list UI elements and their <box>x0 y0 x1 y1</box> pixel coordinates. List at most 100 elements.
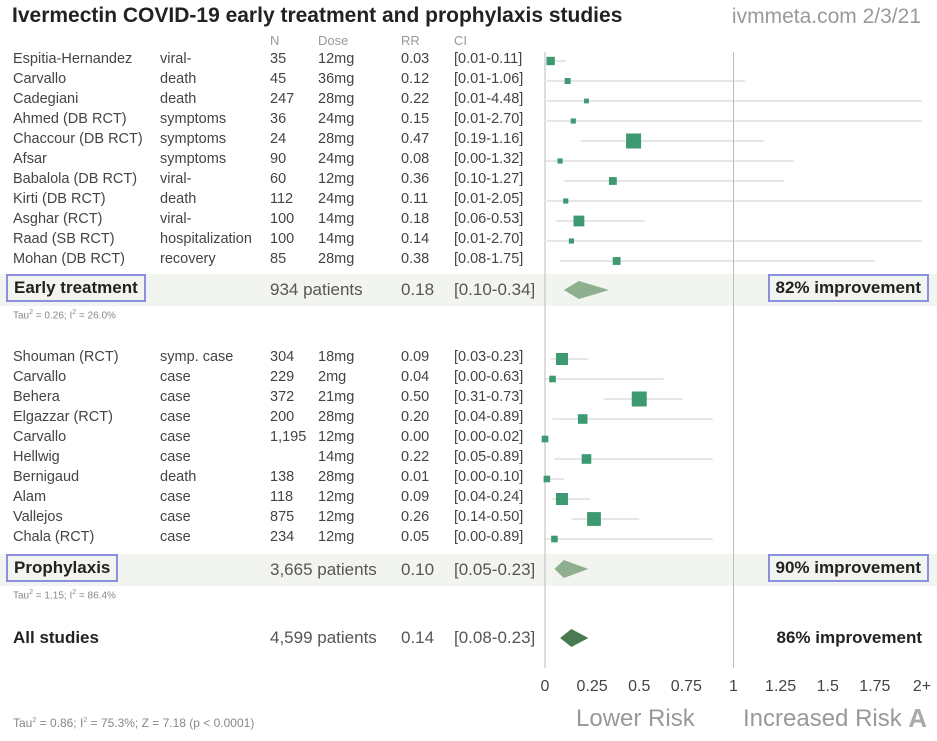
study-name: Hellwig <box>13 449 60 465</box>
study-name: Shouman (RCT) <box>13 349 119 365</box>
study-row: Kirti (DB RCT) death 112 24mg 0.11 [0.01-2.05… <box>0 191 545 211</box>
study-dose: 2mg <box>318 369 347 385</box>
study-dose: 36mg <box>318 71 355 87</box>
study-n: 200 <box>270 409 295 425</box>
study-n: 100 <box>270 211 295 227</box>
study-rr: 0.05 <box>401 529 430 545</box>
effect-marker <box>626 133 642 149</box>
study-name: Chala (RCT) <box>13 529 95 545</box>
all-improvement: 86% improvement <box>776 628 923 647</box>
study-row: Vallejos case 875 12mg 0.26 [0.14-0.50] <box>0 509 545 529</box>
all-studies-label: All studies <box>13 628 99 647</box>
effect-marker <box>577 414 588 424</box>
study-dose: 28mg <box>318 91 355 107</box>
study-name: Chaccour (DB RCT) <box>13 131 143 147</box>
early-improvement: 82% improvement <box>767 274 929 302</box>
study-ci: [0.04-0.89] <box>454 409 524 425</box>
study-rr: 0.14 <box>401 231 430 247</box>
effect-marker <box>573 215 585 227</box>
study-ci: [0.01-4.48] <box>454 91 524 107</box>
study-outcome: death <box>160 91 197 107</box>
study-n: 35 <box>270 51 287 67</box>
study-ci: [0.19-1.16] <box>454 131 524 147</box>
x-tick-label: 0 <box>541 678 550 695</box>
col-header-n: N <box>270 33 280 48</box>
all-diamond <box>560 629 589 647</box>
study-outcome: case <box>160 449 191 465</box>
study-outcome: viral- <box>160 51 192 67</box>
study-row: Behera case 372 21mg 0.50 [0.31-0.73] <box>0 389 545 409</box>
study-outcome: symptoms <box>160 151 227 167</box>
prophylaxis-tau: Tau2 = 1.15; I2 = 86.4% <box>13 589 116 602</box>
effect-marker <box>568 238 574 244</box>
study-dose: 28mg <box>318 409 355 425</box>
early-patients: 934 patients <box>270 280 363 299</box>
study-ci: [0.01-2.70] <box>454 111 524 127</box>
col-header-dose: Dose <box>318 33 349 48</box>
study-ci: [0.01-0.11] <box>454 51 523 67</box>
study-row: Alam case 118 12mg 0.09 [0.04-0.24] <box>0 489 545 509</box>
effect-marker <box>549 375 556 383</box>
study-row: Carvallo death 45 36mg 0.12 [0.01-1.06] <box>0 71 545 91</box>
study-n: 24 <box>270 131 287 147</box>
study-rr: 0.12 <box>401 71 430 87</box>
study-outcome: symp. case <box>160 349 234 365</box>
study-row: Afsar symptoms 90 24mg 0.08 [0.00-1.32] <box>0 151 545 171</box>
study-ci: [0.31-0.73] <box>454 389 524 405</box>
x-tick-label: 1.5 <box>817 678 839 695</box>
study-dose: 28mg <box>318 469 355 485</box>
study-n: 234 <box>270 529 295 545</box>
study-rr: 0.20 <box>401 409 430 425</box>
study-outcome: case <box>160 389 191 405</box>
effect-marker <box>551 535 558 543</box>
study-outcome: case <box>160 489 191 505</box>
study-ci: [0.01-1.06] <box>454 71 524 87</box>
study-outcome: case <box>160 529 191 545</box>
effect-marker <box>581 454 592 464</box>
study-rr: 0.00 <box>401 429 430 445</box>
study-dose: 28mg <box>318 251 355 267</box>
study-dose: 14mg <box>318 449 355 465</box>
study-n: 90 <box>270 151 287 167</box>
study-row: Raad (SB RCT) hospitalization 100 14mg 0.14 [… <box>0 231 545 251</box>
study-rr: 0.08 <box>401 151 430 167</box>
study-dose: 24mg <box>318 111 355 127</box>
all-rr: 0.14 <box>401 628 435 647</box>
study-row: Asghar (RCT) viral- 100 14mg 0.18 [0.06-0.53] <box>0 211 545 231</box>
effect-marker <box>564 78 571 84</box>
effect-marker <box>584 98 589 104</box>
study-outcome: death <box>160 469 197 485</box>
study-ci: [0.05-0.89] <box>454 449 524 465</box>
effect-marker <box>541 435 549 443</box>
study-outcome: case <box>160 429 191 445</box>
study-outcome: symptoms <box>160 111 227 127</box>
study-ci: [0.00-0.10] <box>454 469 524 485</box>
study-n: 875 <box>270 509 295 525</box>
early-ci: [0.10-0.34] <box>454 280 536 299</box>
study-name: Carvallo <box>13 429 67 445</box>
col-header-ci: CI <box>454 33 467 48</box>
study-dose: 18mg <box>318 349 355 365</box>
x-tick-label: 1.75 <box>859 678 890 695</box>
study-row: Carvallo case 1,195 12mg 0.00 [0.00-0.02] <box>0 429 545 449</box>
early-rr: 0.18 <box>401 280 435 299</box>
study-name: Carvallo <box>13 71 67 87</box>
prophylaxis-diamond <box>554 560 589 578</box>
effect-marker <box>563 198 569 204</box>
study-rr: 0.09 <box>401 349 430 365</box>
study-rr: 0.15 <box>401 111 430 127</box>
study-name: Elgazzar (RCT) <box>13 409 113 425</box>
study-ci: [0.06-0.53] <box>454 211 524 227</box>
study-ci: [0.08-1.75] <box>454 251 524 267</box>
x-tick-label: 0.5 <box>628 678 650 695</box>
prophylaxis-patients: 3,665 patients <box>270 560 377 579</box>
study-rr: 0.04 <box>401 369 430 385</box>
study-dose: 12mg <box>318 171 355 187</box>
effect-marker <box>555 353 568 365</box>
study-rr: 0.01 <box>401 469 430 485</box>
study-rr: 0.18 <box>401 211 430 227</box>
study-dose: 24mg <box>318 191 355 207</box>
study-ci: [0.01-2.05] <box>454 191 524 207</box>
effect-marker <box>570 118 576 124</box>
study-n: 372 <box>270 389 295 405</box>
